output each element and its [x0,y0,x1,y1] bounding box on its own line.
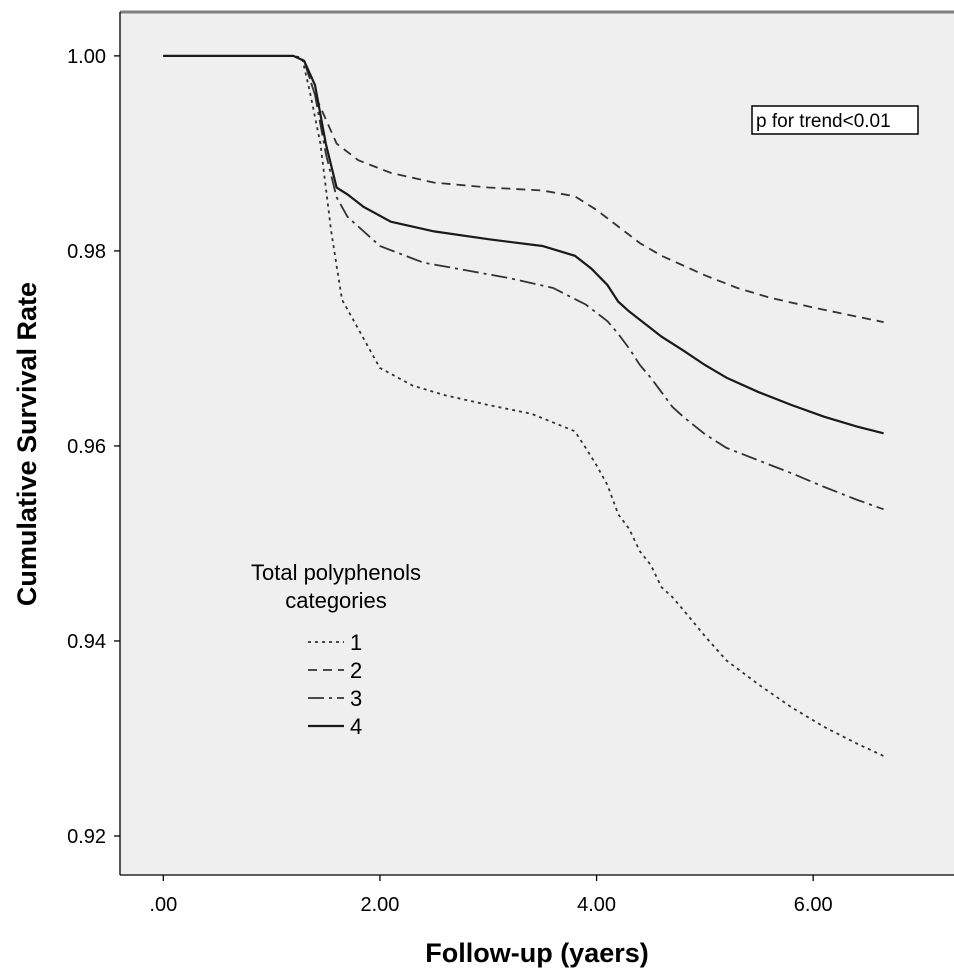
y-tick-label: 0.96 [67,436,106,458]
annotation-text: p for trend<0.01 [756,111,891,132]
legend-title-line2: categories [285,588,387,613]
annotation-box: p for trend<0.01 [751,105,919,135]
legend-label-2: 2 [350,658,362,683]
x-tick-label: 2.00 [360,894,399,916]
x-tick-label: 4.00 [577,894,616,916]
legend: Total polyphenols categories 1 2 3 4 [251,560,421,739]
plot-area [120,12,954,875]
series-line-4 [163,54,884,435]
legend-label-1: 1 [350,630,362,655]
y-axis-title: Cumulative Survival Rate [12,282,42,606]
y-tick-label: 0.92 [67,826,106,848]
series-line-2 [163,55,884,323]
axis-ticks: 1.00 0.98 0.96 0.94 0.92 .00 2.00 4.00 6.00 [67,46,833,916]
legend-label-3: 3 [350,686,362,711]
y-tick-label: 1.00 [67,46,106,68]
series-lines [163,54,884,757]
x-axis-title: Follow-up (yaers) [425,938,649,968]
legend-label-4: 4 [350,714,362,739]
legend-items: 1 2 3 4 [308,630,362,739]
annotation-frame [751,105,919,135]
y-tick-label: 0.98 [67,241,106,263]
y-tick-label: 0.94 [67,631,106,653]
series-line-3 [163,55,884,511]
legend-title-line1: Total polyphenols [251,560,421,585]
series-line-1 [163,55,884,757]
x-tick-label: .00 [149,894,177,916]
x-tick-label: 6.00 [794,894,833,916]
